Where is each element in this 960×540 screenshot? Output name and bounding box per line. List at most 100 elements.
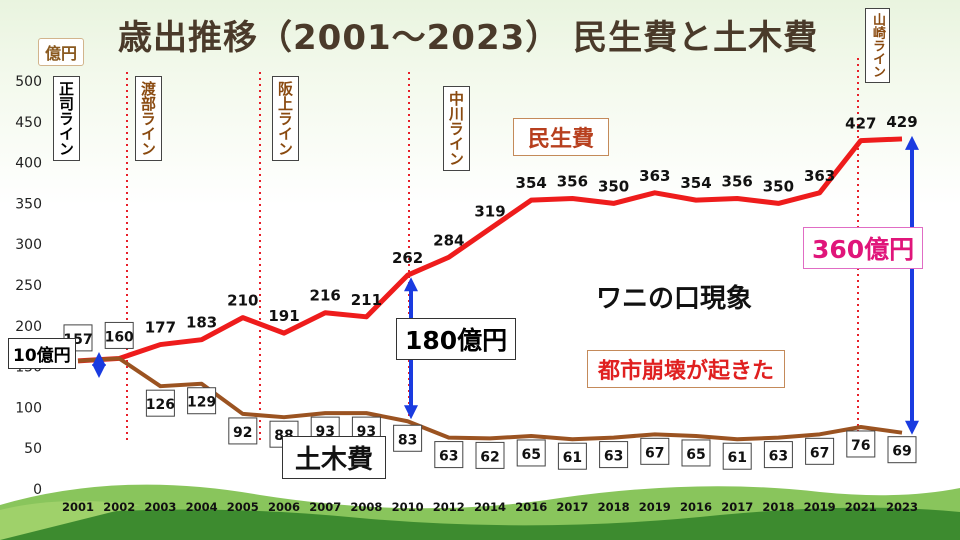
minsei-data-label: 319 [474,203,505,221]
minsei-data-label: 191 [268,307,299,325]
x-tick-label: 2019 [639,500,671,514]
x-tick-label: 2017 [721,500,753,514]
y-tick-label: 50 [24,441,42,457]
x-tick-label: 2014 [474,500,506,514]
doboku-data-box [393,424,423,452]
x-tick-label: 2004 [186,500,218,514]
gap-10-label: 10億円 [8,338,76,369]
y-tick-label: 300 [15,237,42,253]
wani-annotation: ワニの口現象 [578,274,771,319]
y-axis: 050100150200250300350400450500 [15,74,42,498]
arrow-180-head-up [404,277,418,292]
doboku-data-box [187,387,217,415]
mayor-label-shoji: 正司ライン [53,76,80,161]
y-tick-label: 100 [15,400,42,416]
doboku-data-label: 126 [146,397,175,413]
minsei-data-label: 363 [804,167,835,185]
doboku-data-box [475,441,505,469]
doboku-data-label: 62 [480,449,499,465]
doboku-data-box [228,417,258,445]
data-labels: 177 183 210 191 216 211 262 284 319 354 356 350 363 3… [63,113,918,470]
x-tick-label: 2007 [309,500,341,514]
hills-decoration [0,484,960,540]
doboku-data-box [599,441,629,469]
doboku-data-label: 76 [851,438,870,454]
minsei-data-label: 177 [145,319,176,337]
minsei-data-label: 284 [433,231,464,249]
x-tick-label: 2001 [62,500,94,514]
minsei-data-label: 211 [351,291,382,309]
arrow-360-head-down [905,420,919,435]
minsei-data-label: 216 [310,287,341,305]
x-tick-label: 2016 [515,500,547,514]
mayor-label-yamazaki: 山崎ライン [865,8,890,83]
y-tick-label: 350 [15,196,42,212]
mayor-label-watanabe: 渡部ライン [135,76,162,161]
minsei-data-label: 262 [392,249,423,267]
x-tick-label: 2017 [556,500,588,514]
minsei-data-label: 356 [557,173,588,191]
gap-arrows [92,135,919,435]
x-tick-label: 2012 [433,500,465,514]
minsei-data-label: 363 [639,167,670,185]
doboku-data-box [434,441,464,469]
minsei-data-label: 183 [186,314,217,332]
doboku-data-box [805,437,835,465]
doboku-data-label: 65 [521,447,540,463]
unit-label: 億円 [38,38,85,66]
doboku-data-box [557,442,587,470]
doboku-data-label: 67 [645,445,664,461]
doboku-data-box [516,439,546,467]
x-tick-label: 2008 [350,500,382,514]
x-tick-label: 2018 [762,500,794,514]
arrow-360-head-up [905,135,919,150]
x-tick-label: 2019 [804,500,836,514]
doboku-data-label: 69 [892,444,911,460]
doboku-data-label: 63 [439,449,458,465]
doboku-legend: 土木費 [282,436,387,479]
minsei-data-label: 350 [598,177,629,195]
mayor-label-nakagawa: 中川ライン [443,86,470,171]
mayor-markers [126,58,859,450]
doboku-data-label: 67 [810,445,829,461]
doboku-data-label: 160 [105,329,134,345]
doboku-data-box [640,437,670,465]
y-tick-label: 500 [15,74,42,90]
gap-180-label: 180億円 [396,318,517,360]
doboku-data-box [104,321,134,349]
y-tick-label: 250 [15,278,42,294]
minsei-data-label: 427 [845,115,876,133]
doboku-data-label: 129 [187,395,216,411]
minsei-data-label: 354 [680,174,711,192]
doboku-data-box [887,436,917,464]
doboku-data-label: 65 [686,447,705,463]
minsei-data-label: 354 [516,174,547,192]
doboku-data-box [846,430,876,458]
arrow-180-head-down [404,405,418,420]
arrow-10-head-down [92,364,106,378]
arrow-10-head-up [92,352,106,366]
doboku-data-box [681,439,711,467]
doboku-data-label: 61 [563,450,582,466]
doboku-data-label: 92 [233,425,252,441]
x-tick-label: 2018 [598,500,630,514]
x-tick-label: 2010 [392,500,424,514]
minsei-data-label: 210 [227,292,258,310]
doboku-data-box [145,389,175,417]
doboku-data-box [763,441,793,469]
y-tick-label: 200 [15,319,42,335]
minsei-data-label: 350 [763,177,794,195]
hill-front [0,507,960,540]
x-tick-label: 2016 [680,500,712,514]
doboku-data-label: 61 [727,450,746,466]
gap-360-label: 360億円 [803,227,924,269]
doboku-data-label: 83 [398,432,417,448]
x-tick-label: 2023 [886,500,918,514]
y-tick-label: 400 [15,156,42,172]
doboku-data-label: 63 [604,449,623,465]
minsei-data-label: 356 [722,173,753,191]
minsei-data-label: 429 [886,113,917,131]
doboku-data-box [722,442,752,470]
hill-left [0,501,140,540]
